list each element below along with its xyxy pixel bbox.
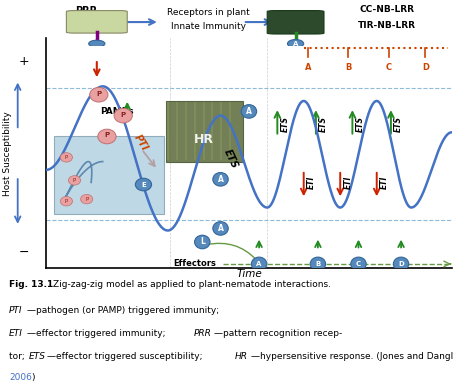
Ellipse shape (89, 40, 105, 47)
Ellipse shape (241, 105, 257, 118)
Text: ): ) (31, 373, 35, 382)
Ellipse shape (60, 153, 72, 162)
Ellipse shape (90, 87, 108, 102)
Text: ETI: ETI (307, 176, 316, 189)
Text: D: D (422, 64, 429, 72)
Ellipse shape (288, 39, 304, 48)
Ellipse shape (351, 257, 366, 271)
Text: PTI: PTI (133, 133, 150, 153)
Text: A: A (305, 64, 311, 72)
Text: —effector triggered susceptibility;: —effector triggered susceptibility; (47, 352, 206, 361)
Text: C: C (386, 64, 392, 72)
Text: Effectors: Effectors (174, 259, 217, 268)
Text: D: D (398, 261, 404, 267)
Text: CC-NB-LRR: CC-NB-LRR (360, 5, 414, 14)
Text: P: P (85, 196, 89, 202)
Text: A: A (256, 261, 262, 267)
FancyBboxPatch shape (267, 11, 324, 34)
Text: P: P (65, 199, 68, 204)
Text: tor;: tor; (9, 352, 28, 361)
Text: PTI: PTI (9, 306, 23, 315)
Text: Zig-zag-zig model as applied to plant-nematode interactions.: Zig-zag-zig model as applied to plant-ne… (53, 280, 337, 288)
Text: —effector triggered immunity;: —effector triggered immunity; (27, 329, 169, 338)
Ellipse shape (213, 172, 228, 186)
Text: ETS: ETS (222, 147, 240, 170)
Text: —pattern recognition recep-: —pattern recognition recep- (214, 329, 343, 338)
Ellipse shape (195, 235, 210, 249)
Text: ETI: ETI (343, 176, 353, 189)
Text: P: P (73, 178, 76, 183)
FancyBboxPatch shape (166, 101, 243, 162)
Text: PAMPs: PAMPs (100, 107, 134, 116)
Text: E: E (141, 182, 146, 188)
Text: A: A (246, 107, 252, 116)
Text: HR: HR (195, 133, 214, 146)
Text: —pathogen (or PAMP) triggered immunity;: —pathogen (or PAMP) triggered immunity; (27, 306, 222, 315)
Ellipse shape (251, 257, 267, 271)
Text: C: C (356, 261, 361, 267)
Text: —hypersensitive response. (Jones and Dangl: —hypersensitive response. (Jones and Dan… (251, 352, 456, 361)
Text: B: B (315, 261, 320, 267)
Text: −: − (18, 246, 29, 259)
Text: +: + (18, 55, 29, 68)
Text: P: P (121, 111, 126, 118)
Text: PRR: PRR (76, 5, 98, 16)
Text: Innate Immunity: Innate Immunity (171, 22, 246, 31)
FancyBboxPatch shape (66, 11, 127, 33)
Text: Fig. 13.1: Fig. 13.1 (9, 280, 53, 288)
FancyArrowPatch shape (207, 243, 256, 260)
Text: ETS: ETS (281, 116, 290, 132)
Text: 2006: 2006 (9, 373, 32, 382)
Ellipse shape (81, 195, 93, 204)
Text: ETS: ETS (29, 352, 46, 361)
Text: ETI: ETI (380, 176, 389, 189)
Ellipse shape (60, 196, 72, 206)
Text: ETS: ETS (355, 116, 365, 132)
Text: A: A (218, 175, 224, 184)
Ellipse shape (98, 129, 116, 144)
Ellipse shape (213, 222, 228, 235)
FancyBboxPatch shape (54, 136, 164, 214)
X-axis label: Time: Time (236, 270, 262, 280)
Text: TIR-NB-LRR: TIR-NB-LRR (358, 21, 416, 30)
Text: PRR: PRR (194, 329, 212, 338)
Text: A: A (218, 224, 224, 233)
Text: Receptors in plant: Receptors in plant (167, 8, 250, 17)
Text: Host Susceptibility: Host Susceptibility (3, 111, 12, 196)
Text: P: P (65, 155, 68, 160)
Text: ETI: ETI (9, 329, 23, 338)
Text: L: L (200, 237, 205, 247)
Ellipse shape (68, 176, 81, 185)
Ellipse shape (310, 257, 325, 271)
Ellipse shape (136, 178, 152, 191)
Text: ETS: ETS (394, 116, 403, 132)
Text: HR: HR (235, 352, 248, 361)
Text: B: B (345, 64, 352, 72)
Text: P: P (96, 91, 101, 97)
Ellipse shape (393, 257, 409, 271)
Ellipse shape (114, 108, 132, 123)
Text: A: A (293, 41, 298, 47)
Text: ETS: ETS (319, 116, 328, 132)
Text: P: P (104, 133, 110, 138)
